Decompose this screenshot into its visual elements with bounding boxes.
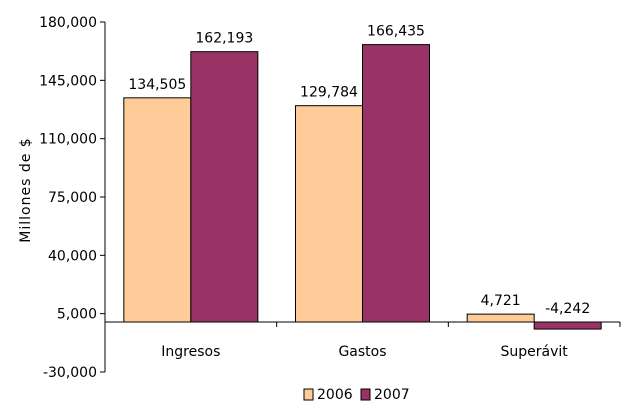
y-tick-label: 110,000: [39, 132, 97, 148]
data-label: 166,435: [367, 24, 425, 40]
y-axis: -30,000 5,000 40,000 75,000 110,000 145,000 18…: [39, 15, 106, 381]
y-tick-label: -30,000: [43, 365, 97, 381]
bar-2006-Superávit: [466, 313, 535, 323]
bar-2007-Ingresos: [190, 51, 259, 323]
category-label: Gastos: [338, 344, 386, 360]
data-label: 134,505: [128, 77, 186, 93]
x-axis: Ingresos Gastos Superávit: [104, 321, 621, 360]
legend-label: 2007: [374, 387, 410, 403]
y-tick-label: 145,000: [39, 73, 97, 89]
y-tick-label: 5,000: [57, 307, 97, 323]
y-tick-label: 180,000: [39, 15, 97, 31]
legend-swatch-2007: [360, 388, 371, 401]
data-label: 4,721: [481, 293, 521, 309]
bar-2006-Ingresos: [123, 97, 192, 323]
data-label: 129,784: [300, 85, 358, 101]
bar-2007-Gastos: [362, 44, 430, 323]
y-tick-label: 40,000: [48, 248, 97, 264]
y-tick-label: 75,000: [48, 190, 97, 206]
bar-2007-Superávit: [533, 321, 602, 330]
data-label: 162,193: [195, 31, 253, 47]
category-label: Superávit: [501, 344, 569, 360]
legend-label: 2006: [317, 387, 353, 403]
data-label: -4,242: [545, 301, 590, 317]
bar-2006-Gastos: [295, 105, 363, 323]
category-label: Ingresos: [161, 344, 220, 360]
bars: 134,505 129,784 4,721 162,193 166,435 -4,242: [123, 24, 602, 330]
legend: 2006 2007: [303, 387, 410, 403]
y-axis-title: Millones de $: [18, 137, 34, 242]
legend-swatch-2006: [303, 388, 314, 401]
